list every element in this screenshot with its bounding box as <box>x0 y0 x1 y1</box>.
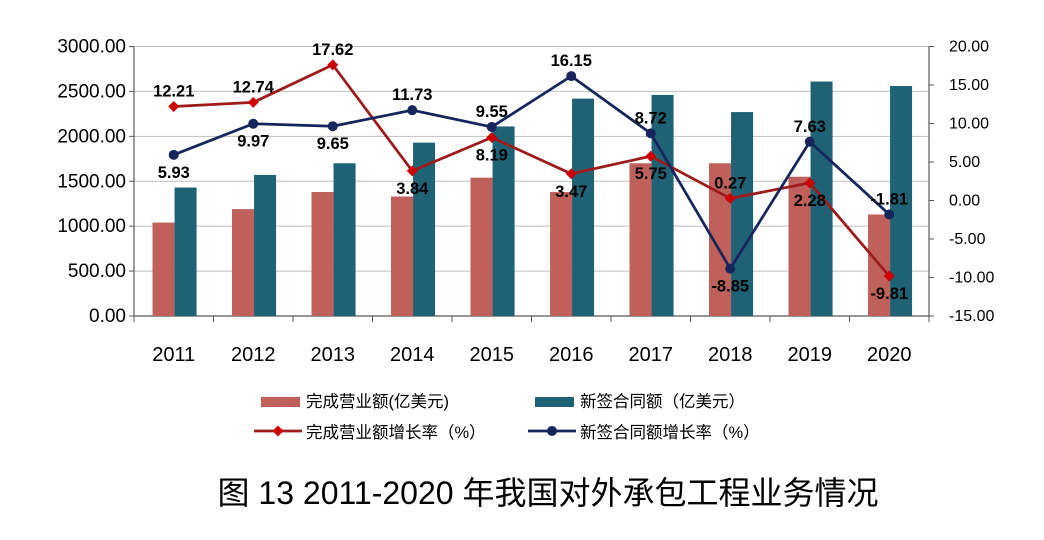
svg-text:16.15: 16.15 <box>551 52 592 70</box>
svg-text:完成营业额(亿美元): 完成营业额(亿美元) <box>306 392 449 411</box>
svg-text:0.00: 0.00 <box>89 306 126 327</box>
svg-text:2017: 2017 <box>629 344 674 366</box>
svg-text:-1.81: -1.81 <box>870 190 908 208</box>
svg-text:12.74: 12.74 <box>233 78 275 96</box>
svg-text:2013: 2013 <box>311 344 356 366</box>
svg-text:-9.81: -9.81 <box>870 285 908 303</box>
svg-text:新签合同额增长率（%）: 新签合同额增长率（%） <box>580 423 760 442</box>
svg-text:2012: 2012 <box>231 344 276 366</box>
svg-text:-15.00: -15.00 <box>949 308 994 325</box>
svg-text:2011: 2011 <box>152 344 195 366</box>
svg-text:8.72: 8.72 <box>635 109 667 127</box>
svg-text:-5.00: -5.00 <box>949 231 986 248</box>
svg-text:2020: 2020 <box>867 344 912 366</box>
svg-text:2014: 2014 <box>390 344 435 366</box>
svg-text:3.84: 3.84 <box>396 180 429 198</box>
svg-text:1000.00: 1000.00 <box>57 216 126 237</box>
svg-text:500.00: 500.00 <box>68 261 126 282</box>
svg-text:新签合同额（亿美元）: 新签合同额（亿美元） <box>580 392 745 411</box>
svg-text:5.93: 5.93 <box>158 164 190 182</box>
svg-text:-10.00: -10.00 <box>949 270 994 287</box>
svg-text:9.65: 9.65 <box>317 135 349 153</box>
svg-text:12.21: 12.21 <box>153 82 194 100</box>
svg-text:0.00: 0.00 <box>949 193 980 210</box>
svg-text:15.00: 15.00 <box>949 77 989 94</box>
svg-text:2019: 2019 <box>788 344 833 366</box>
svg-text:图 13 2011-2020 年我国对外承包工程业务情况: 图 13 2011-2020 年我国对外承包工程业务情况 <box>218 475 879 511</box>
svg-text:2016: 2016 <box>549 344 594 366</box>
svg-text:5.00: 5.00 <box>949 154 980 171</box>
svg-text:2000.00: 2000.00 <box>57 126 126 147</box>
svg-text:3000.00: 3000.00 <box>57 37 126 58</box>
svg-text:2.28: 2.28 <box>794 192 826 210</box>
svg-text:2500.00: 2500.00 <box>57 81 126 102</box>
svg-text:9.55: 9.55 <box>476 103 508 121</box>
svg-text:10.00: 10.00 <box>949 116 989 133</box>
svg-text:1500.00: 1500.00 <box>57 171 126 192</box>
svg-text:7.63: 7.63 <box>794 118 826 136</box>
svg-text:8.19: 8.19 <box>476 146 508 164</box>
svg-text:11.73: 11.73 <box>392 86 432 104</box>
svg-text:完成营业额增长率（%）: 完成营业额增长率（%） <box>306 423 486 442</box>
svg-text:2018: 2018 <box>708 344 753 366</box>
svg-text:17.62: 17.62 <box>312 41 353 59</box>
svg-text:5.75: 5.75 <box>635 165 667 183</box>
svg-text:-8.85: -8.85 <box>711 278 749 296</box>
svg-text:3.47: 3.47 <box>555 183 587 201</box>
svg-text:2015: 2015 <box>470 344 515 366</box>
svg-text:0.27: 0.27 <box>714 174 746 192</box>
svg-text:20.00: 20.00 <box>949 39 989 56</box>
svg-text:9.97: 9.97 <box>237 133 269 151</box>
